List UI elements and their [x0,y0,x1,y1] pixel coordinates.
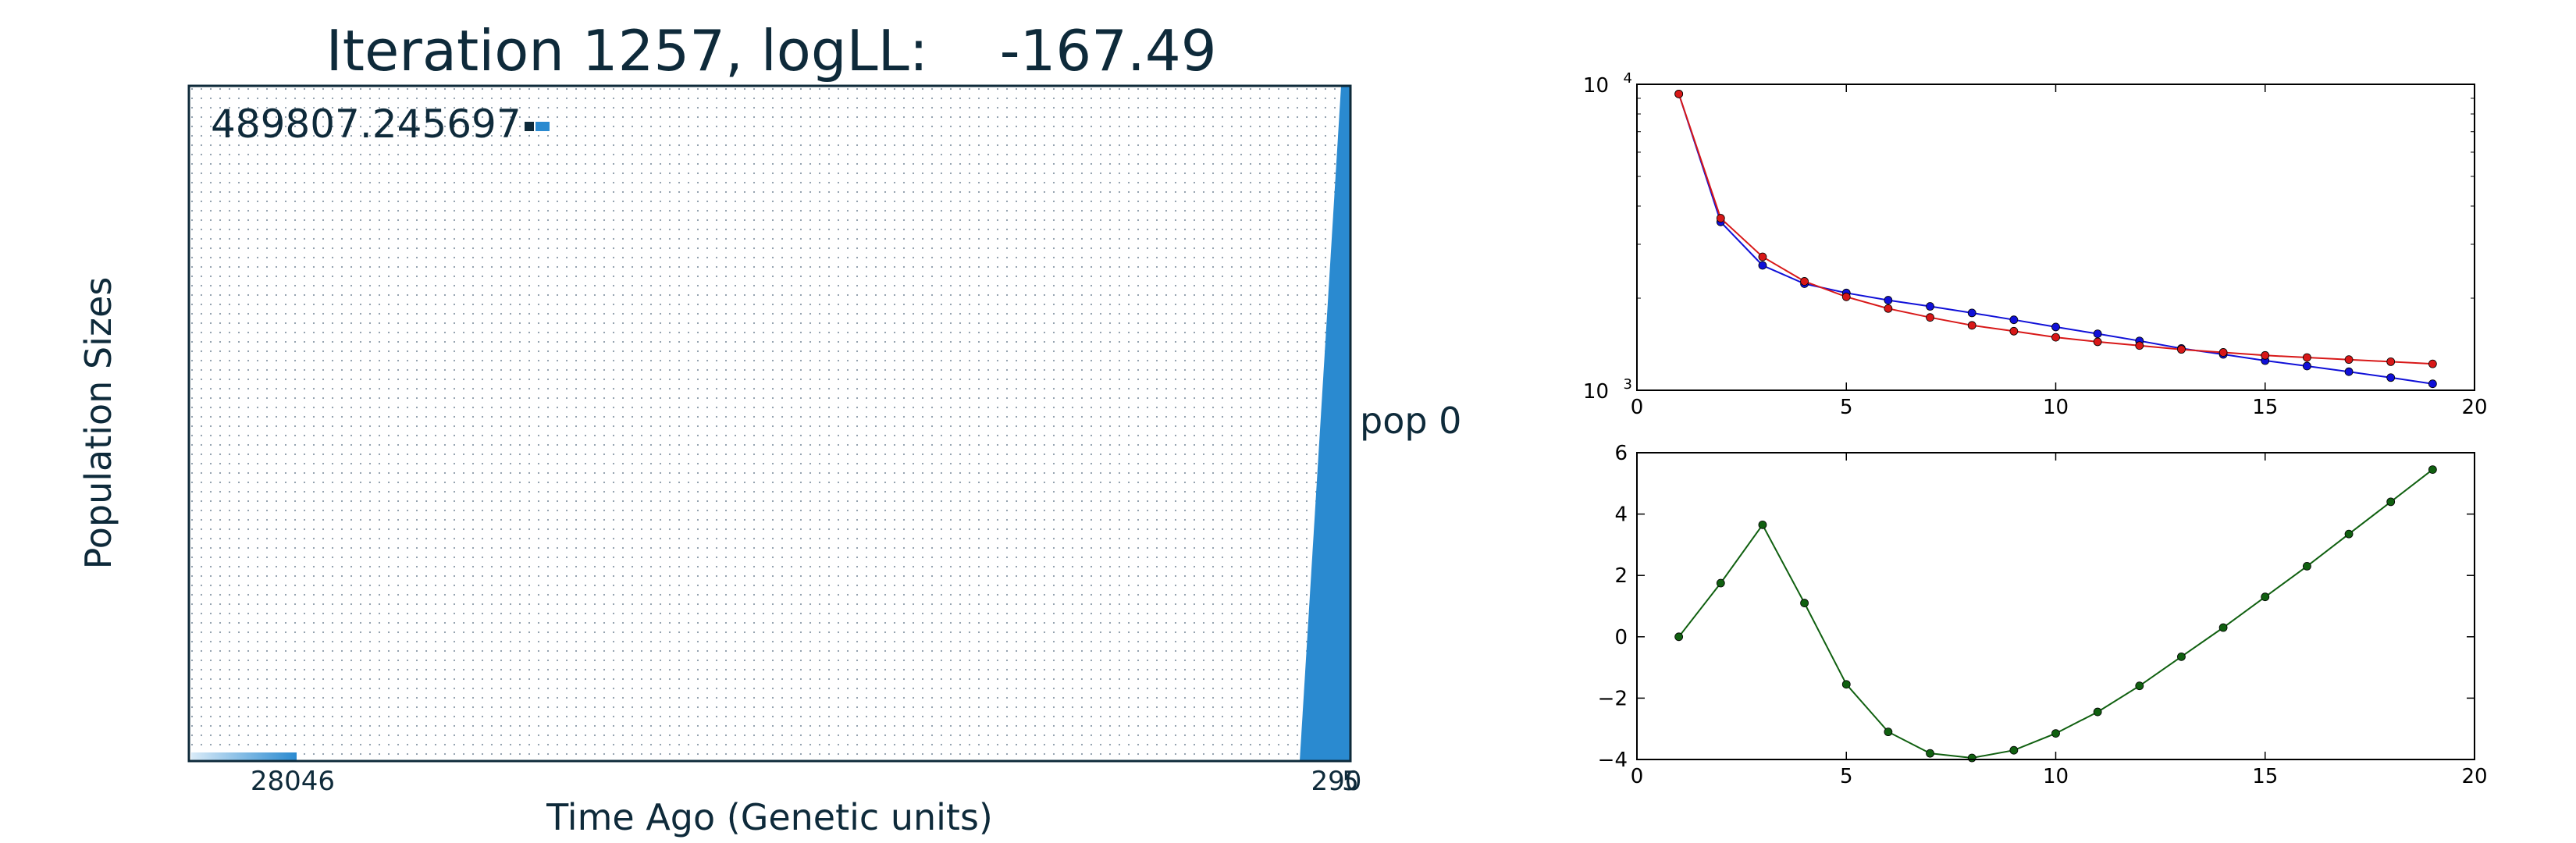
series-0-point [2302,562,2311,571]
series-0-point [2261,592,2270,602]
x-tick-label-290: 290 [1311,766,1362,797]
y-tick-label: 10 3 [1583,376,1632,404]
x-tick-label: 15 [2252,765,2278,788]
chart-title: Iteration 1257, logLL: -167.49 [326,18,1217,84]
x-tick-label: 5 [1840,396,1853,419]
series-1-point [1926,313,1934,322]
series-0-point [1800,599,1809,607]
y-tick-label: 4 [1614,503,1628,527]
y-tick-label: 2 [1614,564,1628,588]
y-tick-label: −2 [1598,687,1628,710]
top-right-series [1674,89,2437,389]
series-1-point [1716,214,1725,222]
y-tick-label: 6 [1614,442,1628,465]
pop-0-label: pop 0 [1360,400,1461,442]
grid-dots [190,87,1349,759]
pop-0-area [1300,86,1350,761]
series-0-point [2093,329,2102,339]
series-0-point [1758,261,1767,270]
series-0-point [1716,578,1725,588]
series-0-point [1926,302,1934,311]
bottom-right-axis-ticks [1636,452,2475,760]
top-right-frame [1636,84,2475,391]
series-0-point [2177,652,2186,661]
series-0-point [1967,308,1976,318]
x-tick-label: 10 [2043,396,2069,419]
plot-frame [187,84,1352,763]
series-0-point [2428,465,2437,475]
series-1-point [2261,350,2270,360]
y-tick-label: 10 4 [1583,70,1632,98]
series-0-point [2051,322,2060,332]
series-0-point [2344,529,2354,539]
y-tick-base: 10 [1583,74,1609,98]
x-tick-label-5: 5 [1342,766,1359,797]
series-1-point [1884,304,1893,313]
series-1-point [1967,321,1976,330]
difference-chart: 0 5 10 15 20 −4 −2 0 2 4 6 [1598,442,2488,788]
scale-marker-blue [535,122,550,131]
series-1-point [2009,326,2019,336]
series-0-point [1758,520,1767,529]
bottom-right-series [1674,465,2437,763]
series-0-point [2218,623,2228,632]
series-1-point [1758,252,1767,261]
series-0-point [2009,745,2019,755]
scale-marker-dark [525,122,534,131]
series-0-point [1967,753,1976,763]
series-0-point [1841,680,1851,689]
x-tick-label: 20 [2461,396,2487,419]
series-0-point [1884,727,1893,737]
series-0-point [1674,632,1684,642]
y-axis-label: Population Sizes [77,277,119,570]
series-1-point [2344,355,2354,365]
series-0-point [2386,497,2396,507]
series-0-point [2302,361,2311,371]
bottom-right-frame [1636,452,2475,760]
series-1-point [2135,341,2144,350]
population-panel: Iteration 1257, logLL: -167.49 489807.24… [77,18,1461,838]
bottom-right-tick-labels: 0 5 10 15 20 −4 −2 0 2 4 6 [1598,442,2488,788]
series-0-point [2009,315,2019,325]
x-tick-label-28046: 28046 [251,766,335,797]
scale-label: 489807.245697 [211,101,521,147]
x-tick-label: 0 [1631,396,1644,419]
series-0-point [1884,296,1893,304]
y-tick-exponent: 4 [1624,70,1632,87]
series-1-point [1800,277,1809,286]
series-1-point [1674,89,1684,98]
x-tick-label: 20 [2461,765,2487,788]
series-1-point [2428,359,2437,368]
log-population-chart: 0 5 10 15 20 10 3 10 4 [1583,70,2488,419]
series-1-point [2386,357,2396,366]
series-0-point [2428,379,2437,389]
series-1-point [2218,348,2228,357]
series-0-point [2386,373,2396,382]
legend-gradient-bar [191,752,297,760]
x-tick-label: 5 [1840,765,1853,788]
y-tick-base: 10 [1583,380,1609,404]
x-tick-label: 0 [1631,765,1644,788]
top-right-tick-labels: 0 5 10 15 20 10 3 10 4 [1583,70,2488,419]
y-tick-label: 0 [1614,626,1628,649]
series-1-point [2051,333,2060,342]
y-tick-label: −4 [1598,749,1628,772]
series-0-point [2093,707,2102,717]
x-tick-label: 10 [2043,765,2069,788]
top-right-axis-ticks [1636,84,2475,391]
series-0-point [2344,367,2354,376]
series-1-point [2093,337,2102,347]
series-1-point [1841,292,1851,301]
series-1-point [2302,353,2311,362]
x-axis-label: Time Ago (Genetic units) [546,796,993,838]
y-tick-exponent: 3 [1624,376,1632,393]
series-0-point [2051,729,2060,738]
series-line-0 [1678,468,2433,759]
series-0-point [2135,681,2144,691]
series-0-point [1926,749,1934,758]
x-tick-label: 15 [2252,396,2278,419]
series-1-point [2177,345,2186,354]
